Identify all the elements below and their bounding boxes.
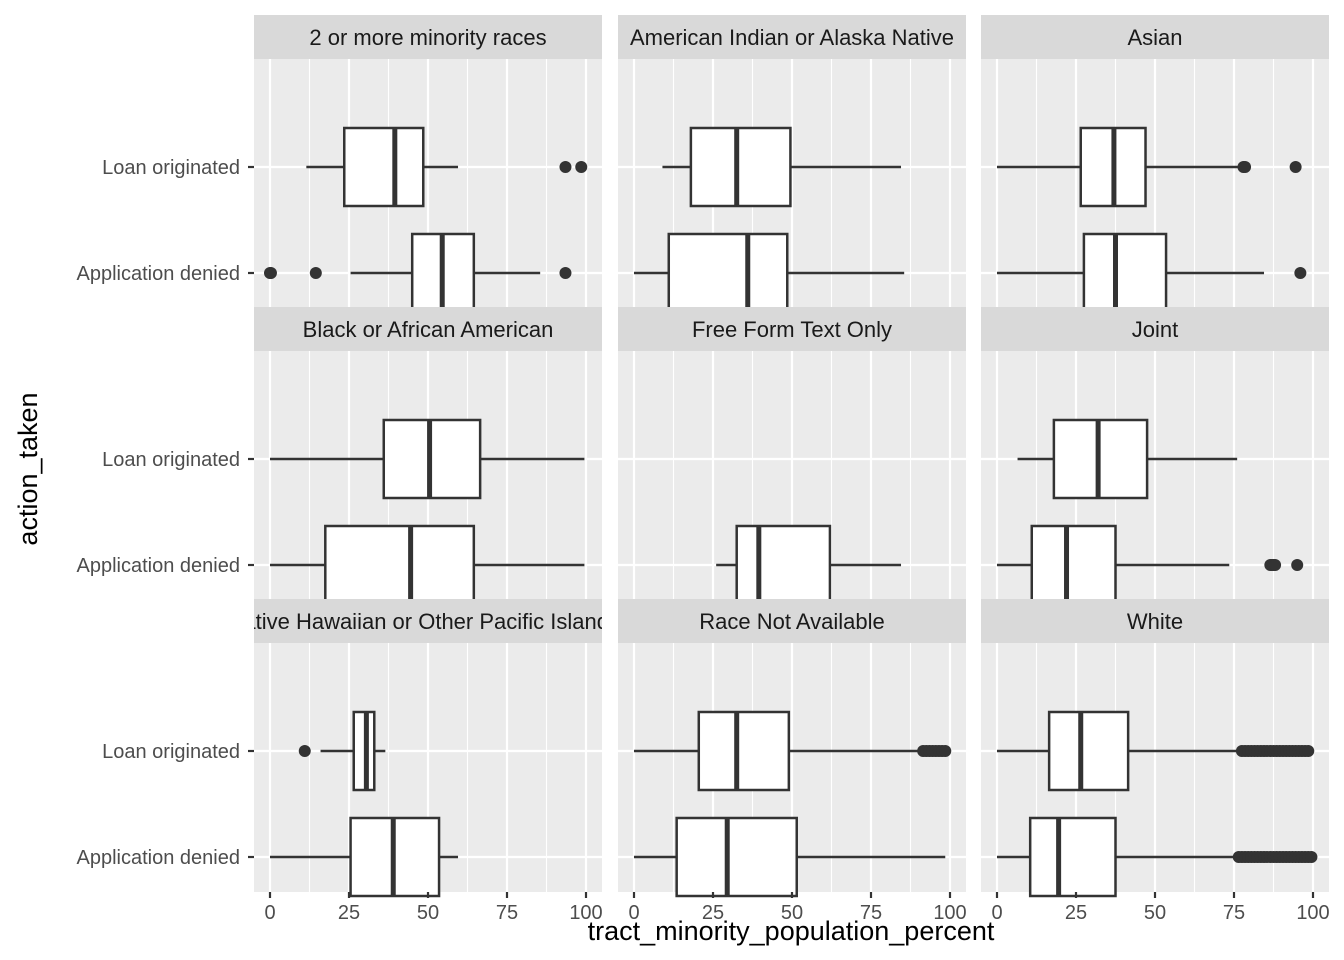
facet-strip (618, 15, 966, 59)
facet-strip (618, 599, 966, 643)
y-axis-title: action_taken (13, 392, 43, 545)
box-loan-originated (1017, 418, 1238, 500)
x-tick-label: 50 (781, 902, 803, 924)
facet-title: 2 or more minority races (309, 25, 546, 50)
iqr-box (667, 232, 789, 314)
iqr-box (1028, 816, 1117, 898)
facet-panel-joint: Joint (981, 307, 1329, 606)
outlier-point (264, 267, 277, 279)
outlier-point (309, 267, 322, 279)
box-application-denied (634, 232, 905, 314)
outlier-point (559, 267, 572, 279)
iqr-box (1047, 710, 1130, 792)
x-tick-label: 100 (1296, 902, 1329, 924)
iqr-box (675, 816, 798, 898)
facet-panel-asian: Asian (981, 15, 1329, 314)
facet-panel-american-indian-or-alaska-native: American Indian or Alaska Native (618, 15, 966, 314)
box-loan-originated (662, 126, 902, 208)
x-tick-label: 25 (1065, 902, 1087, 924)
x-tick-label: 75 (1223, 902, 1245, 924)
outlier-point (1269, 559, 1282, 571)
x-tick-label: 50 (1144, 902, 1166, 924)
facet-title: American Indian or Alaska Native (630, 25, 954, 50)
y-tick-label: Application denied (77, 847, 240, 869)
y-tick-label: Loan originated (102, 449, 240, 471)
outlier-point (1291, 559, 1304, 571)
box-loan-originated (997, 710, 1315, 792)
facet-strip (618, 307, 966, 351)
box-application-denied (997, 816, 1318, 898)
facet-panel-native-hawaiian-or-other-pacific-islander: Native Hawaiian or Other Pacific Islande… (227, 599, 628, 898)
facet-panels: 2 or more minority races American Indian … (227, 15, 1329, 898)
box-application-denied (997, 232, 1307, 314)
box-application-denied (270, 816, 459, 898)
x-tick-label: 0 (264, 902, 275, 924)
box-application-denied (264, 232, 572, 314)
iqr-box (324, 524, 476, 606)
y-tick-label: Application denied (77, 555, 240, 577)
y-tick-label: Application denied (77, 263, 240, 285)
facet-strip (981, 307, 1329, 351)
facet-title: Joint (1132, 317, 1178, 342)
y-axis-category-labels: Loan originated Application denied Loan or… (77, 157, 254, 869)
facet-panel-free-form-text-only: Free Form Text Only (618, 307, 966, 606)
box-loan-originated (270, 418, 585, 500)
facet-panel-2-or-more-minority-races: 2 or more minority races (254, 15, 602, 314)
iqr-box (343, 126, 425, 208)
facet-strip (981, 15, 1329, 59)
x-tick-label: 75 (496, 902, 518, 924)
facet-panel-race-not-available: Race Not Available (618, 599, 966, 898)
facet-strip (254, 599, 602, 643)
x-tick-label: 100 (933, 902, 966, 924)
y-tick-label: Loan originated (102, 741, 240, 763)
x-tick-label: 25 (338, 902, 360, 924)
box-application-denied (997, 524, 1304, 606)
x-tick-label: 75 (860, 902, 882, 924)
iqr-box (697, 710, 791, 792)
facet-strip (254, 307, 602, 351)
x-tick-label: 100 (569, 902, 602, 924)
box-application-denied (634, 816, 946, 898)
outlier-point (575, 161, 588, 173)
facet-strip (254, 15, 602, 59)
facet-panel-black-or-african-american: Black or African American (254, 307, 602, 606)
outlier-point (298, 745, 311, 757)
facet-title: Free Form Text Only (692, 317, 892, 342)
outlier-point (1294, 267, 1307, 279)
box-loan-originated (997, 126, 1302, 208)
iqr-box (735, 524, 832, 606)
box-loan-originated (634, 710, 952, 792)
outlier-point (1289, 161, 1302, 173)
outlier-point (939, 745, 952, 757)
x-tick-label: 50 (417, 902, 439, 924)
outlier-point (1305, 851, 1318, 863)
box-loan-originated (306, 126, 588, 208)
x-axis-tick-labels: 0 25 50 75 100 0 25 50 75 100 0 25 50 75 100 (264, 892, 1330, 924)
facet-title: Asian (1127, 25, 1182, 50)
y-tick-label: Loan originated (102, 157, 240, 179)
facet-title: Black or African American (303, 317, 554, 342)
x-tick-label: 0 (628, 902, 639, 924)
iqr-box (1082, 232, 1168, 314)
facet-title: White (1127, 609, 1183, 634)
facet-title: Native Hawaiian or Other Pacific Islande… (227, 609, 628, 634)
x-tick-label: 25 (702, 902, 724, 924)
box-loan-originated (298, 710, 386, 792)
facet-title: Race Not Available (699, 609, 885, 634)
x-axis-title: tract_minority_population_percent (588, 916, 995, 946)
x-tick-label: 0 (991, 902, 1002, 924)
box-application-denied (716, 524, 902, 606)
facet-panel-white: White (981, 599, 1329, 898)
outlier-point (1239, 161, 1252, 173)
iqr-box (689, 126, 792, 208)
facet-strip (981, 599, 1329, 643)
outlier-point (1302, 745, 1315, 757)
iqr-box (1030, 524, 1117, 606)
outlier-point (559, 161, 572, 173)
